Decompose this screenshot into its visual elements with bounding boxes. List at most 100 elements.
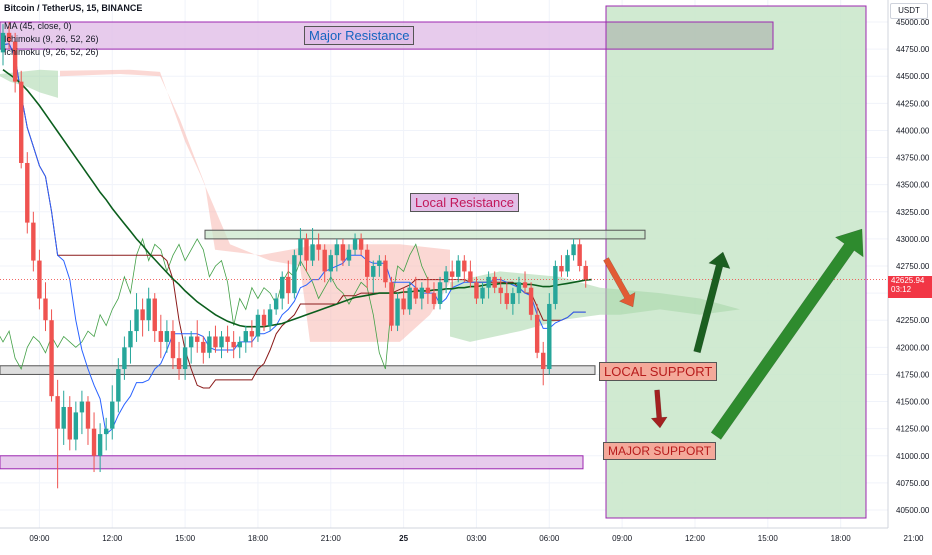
candle-body — [237, 341, 242, 348]
price-tick-label: 43500.00 — [896, 181, 930, 190]
candle-body — [19, 81, 24, 163]
last-price-value: 42625.94 — [891, 276, 925, 285]
candle-body — [565, 255, 570, 272]
candle-body — [79, 401, 85, 413]
candle-body — [43, 298, 48, 321]
major-support-zone — [0, 455, 584, 470]
down-to-major-support-arrow — [650, 389, 668, 429]
candle-body — [346, 249, 352, 261]
time-tick-label: 21:00 — [321, 534, 342, 543]
candle-body — [352, 238, 358, 250]
candle-body — [292, 255, 297, 294]
bullish-arrow-small — [693, 251, 731, 354]
candle-body — [541, 352, 546, 370]
candle-body — [516, 282, 522, 294]
candle-body — [510, 293, 516, 304]
price-tick-label: 42000.00 — [896, 343, 930, 352]
candle-body — [583, 266, 588, 280]
ichimoku-label-2: Ichimoku (9, 26, 52, 26) — [4, 47, 99, 57]
candle-body — [182, 347, 188, 370]
candle-body — [358, 238, 364, 250]
candles — [0, 22, 588, 489]
candle-body — [443, 271, 449, 283]
candle-body — [122, 347, 127, 370]
candle-body — [462, 260, 467, 272]
candle-body — [213, 336, 218, 348]
price-tick-label: 44000.00 — [896, 126, 930, 135]
candle-body — [103, 428, 109, 435]
candle-body — [437, 282, 443, 304]
candle-body — [158, 331, 164, 342]
candle-body — [146, 298, 151, 321]
candle-body — [456, 260, 461, 277]
candle-body — [152, 298, 157, 332]
candle-body — [534, 314, 540, 353]
time-tick-label: 09:00 — [612, 534, 633, 543]
candle-body — [480, 287, 485, 299]
candle-body — [67, 406, 72, 440]
price-tick-label: 44250.00 — [896, 99, 930, 108]
candle-body — [225, 336, 230, 342]
price-tick-label: 40500.00 — [896, 506, 930, 515]
candle-body — [486, 276, 491, 288]
candle-body — [431, 293, 437, 304]
candle-body — [273, 298, 279, 310]
major-resistance-label: Major Resistance — [304, 26, 415, 45]
candle-body — [207, 336, 212, 353]
candle-body — [468, 271, 473, 283]
local-resistance-label: Local Resistance — [410, 193, 519, 212]
candle-body — [255, 314, 261, 337]
candle-body — [201, 341, 206, 353]
candle-body — [37, 260, 42, 299]
bullish-arrow-large — [710, 228, 864, 440]
ichimoku-label-1: Ichimoku (9, 26, 52, 26) — [4, 34, 99, 44]
local-support-label: LOCAL SUPPORT — [599, 362, 718, 381]
time-tick-label: 03:00 — [466, 534, 487, 543]
candle-body — [425, 287, 431, 294]
candle-body — [383, 260, 388, 283]
candle-body — [12, 41, 18, 82]
price-tick-label: 41000.00 — [896, 452, 930, 461]
candle-body — [176, 358, 182, 370]
candle-body — [577, 244, 582, 266]
ma-legend[interactable]: MA (45, close, 0) — [4, 21, 72, 31]
time-tick-label: 06:00 — [539, 534, 560, 543]
candle-body — [97, 434, 103, 456]
candle-body — [116, 369, 121, 402]
candle-body — [371, 266, 376, 277]
projection-zone — [605, 5, 867, 519]
candle-body — [419, 287, 425, 299]
price-tick-label: 41250.00 — [896, 425, 930, 434]
symbol-legend[interactable]: Bitcoin / TetherUS, 15, BINANCE — [4, 3, 142, 13]
time-tick-label: 18:00 — [831, 534, 852, 543]
major-support-label: MAJOR SUPPORT — [603, 442, 717, 460]
time-tick-label: 15:00 — [758, 534, 779, 543]
candle-body — [401, 298, 406, 310]
candle-body — [340, 244, 346, 261]
candle-body — [522, 282, 528, 288]
ichimoku-legend-2[interactable]: Ichimoku (9, 26, 52, 26) — [4, 47, 99, 57]
price-tick-label: 41750.00 — [896, 370, 930, 379]
candle-body — [528, 287, 534, 315]
local-support-zone — [0, 365, 596, 375]
ichimoku-legend-1[interactable]: Ichimoku (9, 26, 52, 26) — [4, 34, 99, 44]
time-tick-label: 12:00 — [685, 534, 706, 543]
currency-label[interactable]: USDT — [890, 3, 928, 19]
candle-body — [286, 276, 291, 294]
candle-body — [310, 244, 315, 261]
candle-body — [316, 244, 321, 250]
candle-body — [110, 401, 115, 429]
candle-body — [25, 162, 30, 223]
candle-body — [140, 309, 145, 321]
ma-label: MA (45, close, 0) — [4, 21, 72, 31]
time-tick-label: 25 — [399, 534, 408, 543]
candle-body — [73, 412, 79, 440]
candle-body — [389, 282, 394, 326]
candle-body — [559, 266, 564, 272]
candle-body — [298, 238, 303, 256]
candle-body — [85, 401, 91, 429]
last-price-tag: 42625.94 03:12 — [888, 276, 932, 298]
